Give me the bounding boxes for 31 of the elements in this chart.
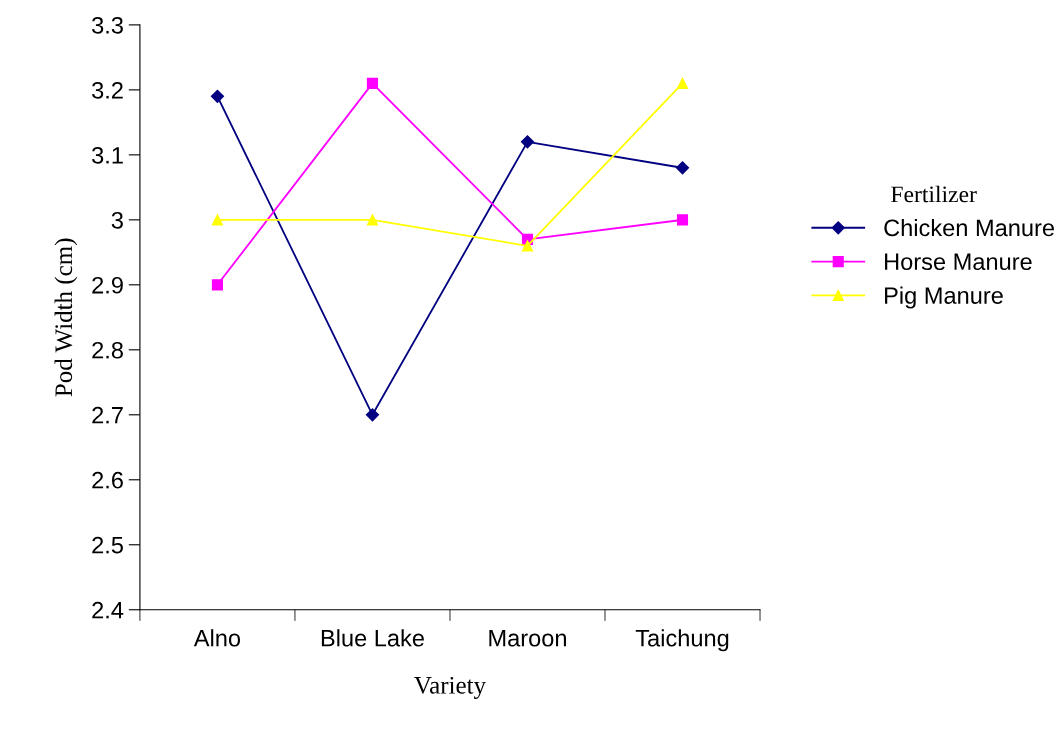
- y-tick-label: 2.5: [92, 536, 123, 554]
- y-tick-label: 2.8: [92, 341, 123, 359]
- y-axis-title: Pod Width (cm): [54, 238, 78, 397]
- y-tick-label: 2.6: [92, 471, 123, 489]
- point: [520, 135, 535, 149]
- x-tick-label: Maroon: [489, 630, 566, 647]
- point: [211, 214, 223, 226]
- x-tick-label: Alno: [193, 629, 241, 647]
- y-tick-label: 3.3: [92, 16, 123, 34]
- legend-label: Chicken Manure: [884, 218, 1054, 237]
- point: [210, 89, 225, 103]
- legend-label: Pig Manure: [885, 286, 1003, 309]
- point: [366, 77, 379, 89]
- y-tick-label: 2.4: [92, 601, 124, 619]
- point: [365, 408, 380, 422]
- x-tick-label: Taichung: [635, 629, 729, 652]
- legend-label: Horse Manure: [885, 253, 1032, 271]
- point: [676, 214, 689, 226]
- y-tick-label: 2.7: [92, 406, 123, 424]
- y-tick-label: 3.2: [92, 81, 123, 99]
- point: [676, 77, 689, 89]
- y-tick-label: 3: [111, 211, 123, 229]
- y-tick-label: 2.9: [92, 276, 123, 294]
- y-tick-label: 3.1: [92, 146, 123, 164]
- x-axis-title: Variety: [414, 676, 486, 699]
- legend-title: Fertilizer: [891, 185, 977, 203]
- x-tick-label: Blue Lake: [321, 629, 424, 647]
- point: [521, 240, 534, 252]
- point: [675, 161, 690, 175]
- point: [211, 279, 223, 291]
- point: [366, 214, 379, 226]
